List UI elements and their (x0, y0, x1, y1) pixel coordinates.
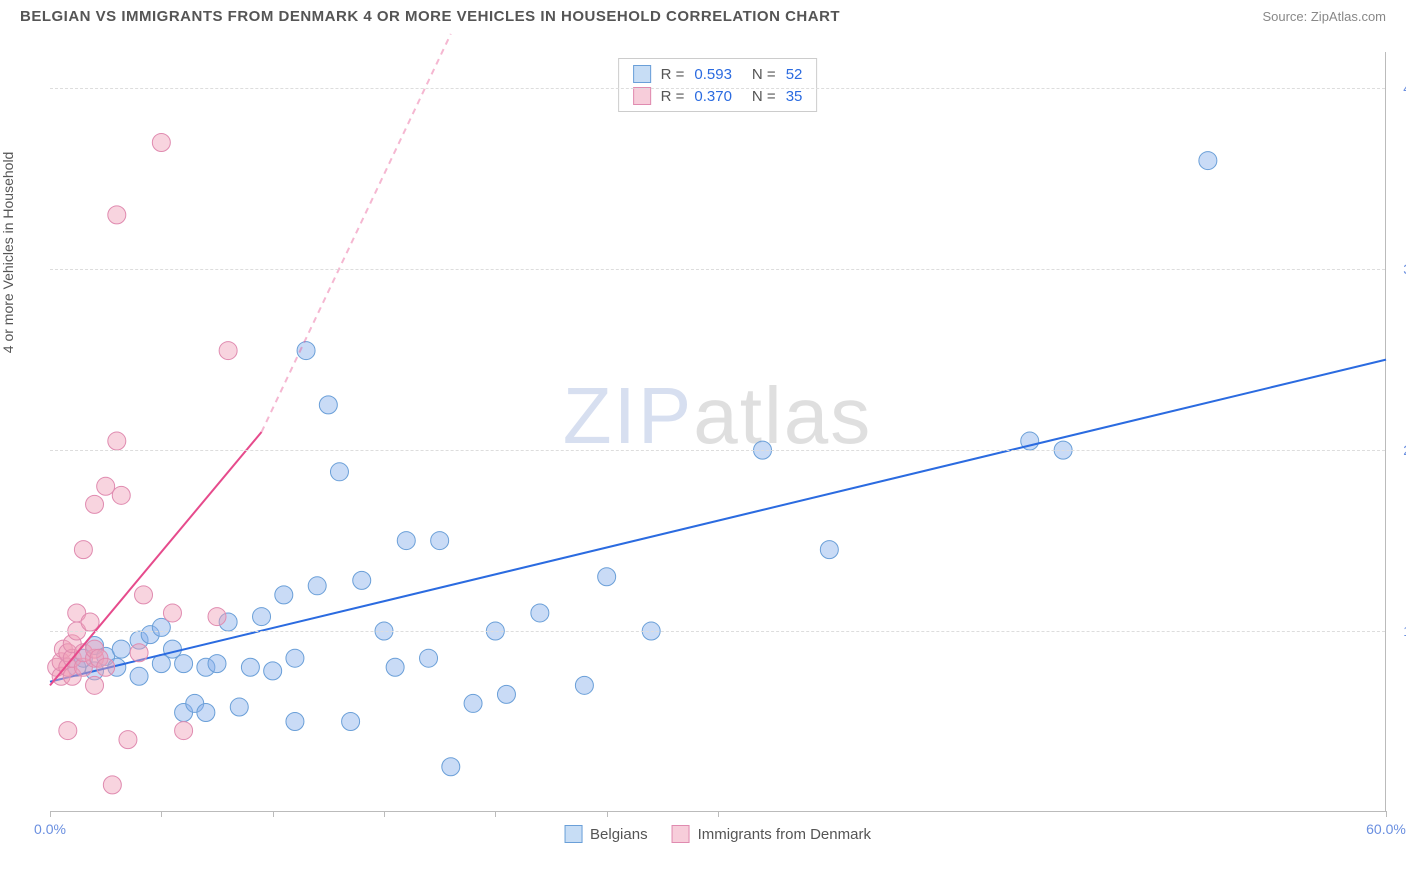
plot-area: ZIPatlas R =0.593N =52R =0.370N =35 Belg… (50, 52, 1386, 812)
data-point (59, 722, 77, 740)
data-point (103, 776, 121, 794)
plot-svg (50, 52, 1385, 811)
data-point (119, 731, 137, 749)
legend-series-label: Belgians (590, 826, 648, 843)
legend-n-label: N = (752, 66, 776, 83)
data-point (598, 568, 616, 586)
legend-series-item: Belgians (564, 825, 648, 843)
x-tick-label: 60.0% (1366, 821, 1406, 837)
source-label: Source: ZipAtlas.com (1262, 9, 1386, 24)
data-point (86, 495, 104, 513)
data-point (86, 676, 104, 694)
legend-correlation-row: R = 0.593 N = 52 (619, 63, 817, 85)
x-tick (384, 811, 385, 817)
trend-line-extrapolated (262, 34, 451, 432)
legend-swatch (633, 65, 651, 83)
gridline-h (50, 269, 1385, 270)
data-point (112, 640, 130, 658)
y-tick-label: 40.0% (1393, 80, 1406, 96)
legend-series: Belgians Immigrants from Denmark (564, 825, 871, 843)
data-point (342, 713, 360, 731)
data-point (230, 698, 248, 716)
gridline-h (50, 450, 1385, 451)
data-point (531, 604, 549, 622)
data-point (163, 604, 181, 622)
data-point (219, 342, 237, 360)
data-point (241, 658, 259, 676)
data-point (397, 532, 415, 550)
data-point (108, 206, 126, 224)
x-tick-label: 0.0% (34, 821, 66, 837)
chart-title: BELGIAN VS IMMIGRANTS FROM DENMARK 4 OR … (20, 8, 840, 25)
data-point (1199, 152, 1217, 170)
legend-r-label: R = (661, 66, 685, 83)
x-tick (273, 811, 274, 817)
data-point (97, 477, 115, 495)
trend-line (50, 360, 1386, 682)
chart-container: BELGIAN VS IMMIGRANTS FROM DENMARK 4 OR … (0, 0, 1406, 892)
data-point (286, 713, 304, 731)
legend-r-value: 0.593 (694, 66, 732, 83)
legend-swatch (672, 825, 690, 843)
data-point (264, 662, 282, 680)
legend-correlation: R = 0.593 N = 52 R = 0.370 N = 35 (618, 58, 818, 112)
y-tick-label: 10.0% (1393, 623, 1406, 639)
data-point (319, 396, 337, 414)
data-point (130, 644, 148, 662)
data-point (330, 463, 348, 481)
gridline-h (50, 631, 1385, 632)
data-point (431, 532, 449, 550)
gridline-h (50, 88, 1385, 89)
y-tick-label: 20.0% (1393, 442, 1406, 458)
data-point (74, 541, 92, 559)
data-point (108, 432, 126, 450)
title-bar: BELGIAN VS IMMIGRANTS FROM DENMARK 4 OR … (0, 0, 1406, 31)
x-tick (495, 811, 496, 817)
y-tick-label: 30.0% (1393, 261, 1406, 277)
data-point (308, 577, 326, 595)
data-point (386, 658, 404, 676)
data-point (197, 703, 215, 721)
legend-series-label: Immigrants from Denmark (698, 826, 871, 843)
x-tick (50, 811, 51, 817)
data-point (420, 649, 438, 667)
data-point (275, 586, 293, 604)
data-point (820, 541, 838, 559)
data-point (497, 685, 515, 703)
data-point (353, 571, 371, 589)
legend-swatch (633, 87, 651, 105)
legend-r-value: 0.370 (694, 88, 732, 105)
x-tick (607, 811, 608, 817)
x-tick (718, 811, 719, 817)
data-point (130, 667, 148, 685)
data-point (97, 658, 115, 676)
legend-swatch (564, 825, 582, 843)
data-point (208, 608, 226, 626)
data-point (152, 133, 170, 151)
data-point (112, 486, 130, 504)
legend-n-value: 35 (786, 88, 803, 105)
data-point (208, 655, 226, 673)
data-point (175, 722, 193, 740)
data-point (286, 649, 304, 667)
legend-series-item: Immigrants from Denmark (672, 825, 871, 843)
x-tick (161, 811, 162, 817)
y-axis-label: 4 or more Vehicles in Household (0, 152, 16, 354)
data-point (464, 694, 482, 712)
data-point (442, 758, 460, 776)
data-point (135, 586, 153, 604)
data-point (575, 676, 593, 694)
data-point (253, 608, 271, 626)
legend-n-label: N = (752, 88, 776, 105)
legend-r-label: R = (661, 88, 685, 105)
legend-n-value: 52 (786, 66, 803, 83)
data-point (175, 655, 193, 673)
x-tick (1386, 811, 1387, 817)
